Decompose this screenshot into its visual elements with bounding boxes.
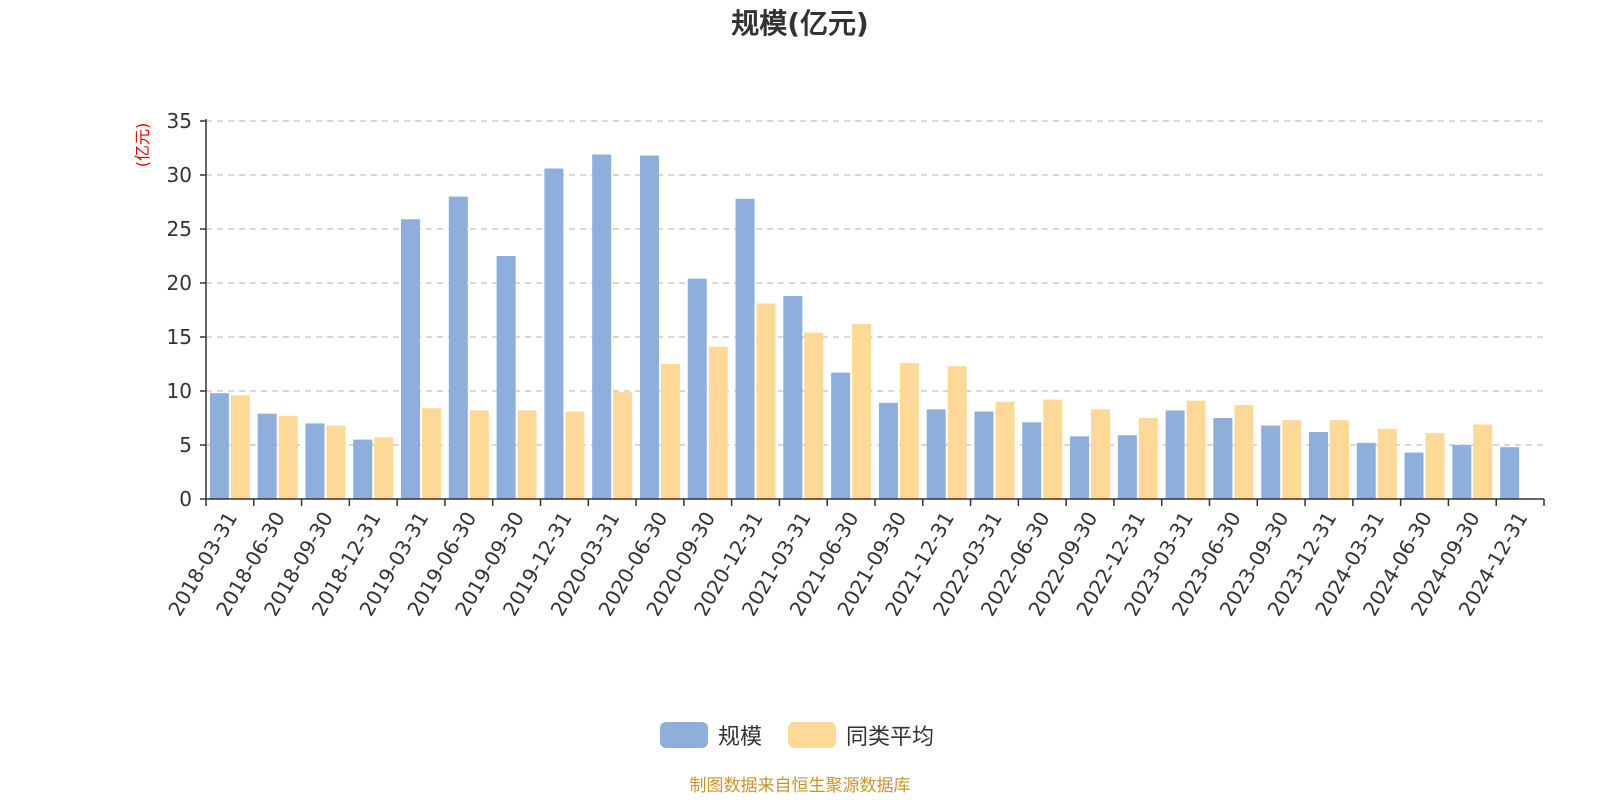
y-tick-label-10: 10: [167, 379, 192, 403]
y-tick-label-30: 30: [167, 163, 192, 187]
bar-series-1-2019-03-31: [401, 219, 421, 499]
legend: 规模 同类平均: [660, 722, 934, 750]
bar-series-1-2020-06-30: [639, 155, 659, 499]
legend-swatch-series-2[interactable]: [788, 722, 836, 748]
y-tick-label-15: 15: [167, 325, 192, 349]
bar-series-1-2018-03-31: [209, 393, 229, 499]
bar-series-2-2021-06-30: [852, 324, 872, 499]
bar-series-2-2023-03-31: [1186, 400, 1206, 499]
bar-series-2-2024-09-30: [1473, 424, 1493, 499]
bar-series-1-2020-12-31: [735, 198, 755, 499]
bar-series-2-2024-03-31: [1377, 428, 1397, 499]
bar-series-1-2018-09-30: [305, 423, 325, 499]
bar-series-2-2021-12-31: [947, 366, 967, 499]
bar-series-1-2018-06-30: [257, 413, 277, 499]
bar-series-2-2023-06-30: [1234, 405, 1254, 499]
bar-series-1-2022-06-30: [1022, 422, 1042, 499]
bar-series-2-2020-03-31: [613, 392, 633, 499]
legend-label-series-2: 同类平均: [846, 725, 934, 750]
bar-series-2-2022-12-31: [1138, 418, 1158, 499]
x-tick-labels: 2018-03-312018-06-302018-09-302018-12-31…: [163, 507, 1532, 620]
bar-series-1-2018-12-31: [353, 439, 373, 499]
bar-series-2-2022-03-31: [995, 401, 1015, 499]
y-tick-label-20: 20: [167, 271, 192, 295]
bar-series-1-2023-06-30: [1213, 418, 1233, 499]
bar-series-1-2020-09-30: [687, 278, 707, 499]
bar-series-1-2023-03-31: [1165, 410, 1185, 499]
bar-series-2-2018-09-30: [326, 425, 346, 499]
bar-series-2-2021-03-31: [804, 332, 824, 499]
bar-series-1-2022-03-31: [974, 411, 994, 499]
bar-series-2-2021-09-30: [899, 362, 919, 499]
bar-series-2-2018-06-30: [278, 415, 298, 499]
bar-series-1-2019-09-30: [496, 256, 516, 499]
chart-title: 规模(亿元): [731, 7, 869, 40]
y-tick-label-0: 0: [179, 487, 192, 511]
bar-series-1-2021-12-31: [926, 409, 946, 499]
bar-series-1-2024-03-31: [1356, 442, 1376, 499]
bar-series-1-2019-06-30: [448, 196, 468, 499]
bar-series-1-2021-09-30: [878, 402, 898, 499]
bar-series-2-2019-06-30: [469, 410, 489, 499]
bar-series-2-2022-09-30: [1091, 409, 1111, 499]
bar-series-2-2020-06-30: [660, 364, 680, 499]
bar-series-1-2023-09-30: [1261, 425, 1281, 499]
bar-series-1-2019-12-31: [544, 168, 564, 499]
bar-series-1-2024-09-30: [1452, 445, 1472, 499]
bar-series-1-2024-06-30: [1404, 452, 1424, 499]
bars: [209, 154, 1520, 500]
bar-series-2-2023-09-30: [1282, 420, 1302, 499]
bar-series-2-2023-12-31: [1329, 420, 1349, 499]
legend-label-series-1: 规模: [718, 725, 762, 750]
grid-lines: [206, 120, 1544, 446]
bar-series-2-2024-06-30: [1425, 433, 1445, 499]
bar-series-1-2020-03-31: [592, 154, 612, 500]
bar-series-1-2021-03-31: [783, 295, 803, 499]
bar-series-2-2019-12-31: [565, 411, 585, 499]
legend-swatch-series-1[interactable]: [660, 722, 708, 748]
bar-series-2-2020-12-31: [756, 303, 776, 499]
bar-series-2-2022-06-30: [1043, 399, 1063, 499]
y-tick-label-25: 25: [167, 217, 192, 241]
y-tick-labels: 0 5 10 15 20 25 30 35: [167, 109, 192, 511]
bar-series-1-2024-12-31: [1500, 447, 1520, 499]
bar-series-1-2021-06-30: [831, 372, 851, 499]
bar-series-2-2019-03-31: [422, 408, 442, 499]
bar-series-2-2018-03-31: [230, 395, 250, 499]
bar-series-1-2022-09-30: [1070, 436, 1090, 499]
bar-series-2-2018-12-31: [374, 437, 394, 499]
bar-series-2-2020-09-30: [708, 346, 728, 499]
bar-series-1-2023-12-31: [1308, 432, 1328, 499]
bar-series-2-2019-09-30: [517, 410, 537, 499]
source-note: 制图数据来自恒生聚源数据库: [690, 776, 911, 796]
y-tick-label-35: 35: [167, 109, 192, 133]
y-axis-unit-label: (亿元): [133, 123, 152, 168]
y-tick-label-5: 5: [179, 433, 192, 457]
bar-series-1-2022-12-31: [1117, 435, 1137, 499]
axes: [200, 119, 1545, 506]
